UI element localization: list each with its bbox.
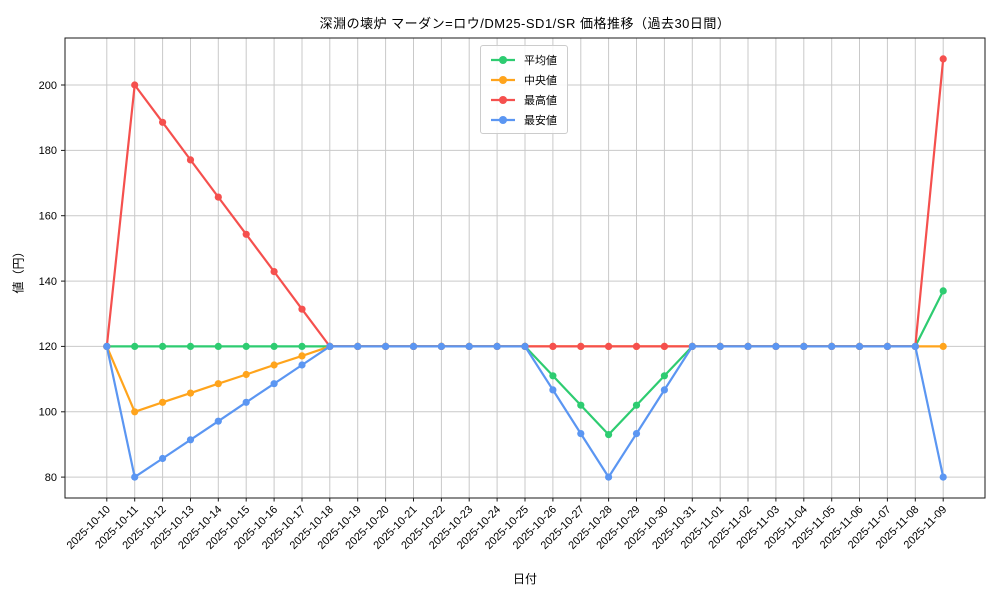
y-tick-label: 180 (39, 145, 57, 157)
legend-item-mean: 平均値 (490, 51, 557, 68)
series-marker-max (605, 342, 613, 350)
series-marker-min (409, 342, 418, 350)
series-marker-max (660, 342, 669, 350)
series-marker-min (939, 473, 947, 481)
series-marker-max (632, 342, 641, 350)
legend: 平均値中央値最高値最安値 (480, 45, 568, 134)
series-marker-mean (131, 342, 139, 350)
series-marker-min (549, 386, 557, 394)
series-marker-max (131, 81, 139, 89)
series-marker-min (326, 342, 334, 350)
series-marker-min (828, 342, 836, 350)
y-tick-label: 200 (39, 80, 57, 92)
series-marker-mean (549, 372, 557, 380)
series-marker-median (270, 361, 278, 369)
series-marker-min (521, 342, 529, 350)
series-marker-mean (270, 342, 278, 350)
series-marker-median (159, 398, 167, 406)
series-marker-min (911, 342, 919, 350)
series-marker-min (800, 342, 808, 350)
series-marker-median (186, 389, 195, 397)
series-marker-min (103, 342, 111, 350)
series-marker-mean (159, 342, 167, 350)
series-marker-min (437, 342, 445, 350)
series-marker-min (632, 430, 641, 438)
series-marker-min (242, 398, 250, 406)
y-axis-label: 値（円） (11, 245, 26, 294)
series-marker-median (214, 380, 222, 388)
series-marker-min (131, 473, 139, 481)
series-marker-min (214, 417, 222, 425)
series-marker-min (744, 342, 752, 350)
series-marker-min (354, 342, 362, 350)
series-marker-median (131, 408, 139, 416)
legend-label-min: 最安値 (524, 114, 557, 127)
series-marker-min (688, 342, 696, 350)
series-marker-max (242, 230, 250, 238)
series-marker-min (298, 361, 306, 369)
series-marker-median (242, 370, 250, 379)
legend-swatch-median-icon (491, 75, 515, 84)
series-marker-min (493, 342, 501, 350)
series-marker-max (939, 55, 947, 63)
series-marker-min (883, 342, 892, 350)
series-marker-max (270, 268, 278, 276)
series-marker-max (298, 305, 306, 313)
series-marker-min (605, 473, 613, 481)
series-marker-mean (605, 431, 613, 439)
plot-spines (64, 37, 986, 499)
series-marker-median (939, 342, 947, 350)
y-tick-label: 100 (39, 407, 57, 419)
legend-item-median: 中央値 (490, 71, 557, 88)
series-marker-min (186, 436, 195, 444)
series-marker-mean (632, 401, 641, 409)
series-marker-max (549, 342, 557, 350)
x-axis-label: 日付 (512, 572, 537, 586)
series-marker-max (186, 156, 195, 164)
legend-swatch-mean-icon (491, 55, 515, 64)
series-marker-min (716, 342, 724, 350)
series-marker-min (772, 342, 780, 350)
legend-item-min: 最安値 (490, 111, 557, 128)
legend-label-median: 中央値 (524, 74, 557, 87)
legend-label-max: 最高値 (524, 94, 557, 107)
series-marker-mean (186, 342, 195, 350)
series-marker-mean (660, 372, 669, 380)
series-marker-min (465, 342, 473, 350)
legend-swatch-max-icon (491, 95, 515, 104)
series-marker-max (577, 342, 585, 350)
y-tick-label: 80 (45, 472, 57, 484)
series-marker-min (577, 430, 585, 438)
series-marker-min (270, 380, 278, 388)
series-marker-mean (242, 342, 250, 350)
series-marker-mean (298, 342, 306, 350)
series-marker-mean (577, 401, 585, 409)
y-tick-label: 120 (39, 341, 57, 353)
series-marker-mean (939, 287, 947, 295)
legend-item-max: 最高値 (490, 91, 557, 108)
chart-title: 深淵の壊炉 マーダン=ロウ/DM25-SD1/SR 価格推移（過去30日間） (319, 16, 731, 31)
series-marker-min (660, 386, 669, 394)
series-marker-min (159, 454, 167, 463)
series-marker-max (159, 118, 167, 126)
y-tick-label: 160 (39, 211, 57, 223)
legend-label-mean: 平均値 (524, 54, 557, 67)
series-marker-min (382, 342, 390, 350)
series-marker-median (298, 352, 306, 360)
y-tick-label: 140 (39, 276, 57, 288)
legend-swatch-min-icon (491, 115, 515, 124)
series-marker-max (214, 193, 222, 201)
series-marker-mean (214, 342, 222, 350)
series-marker-min (855, 342, 864, 350)
